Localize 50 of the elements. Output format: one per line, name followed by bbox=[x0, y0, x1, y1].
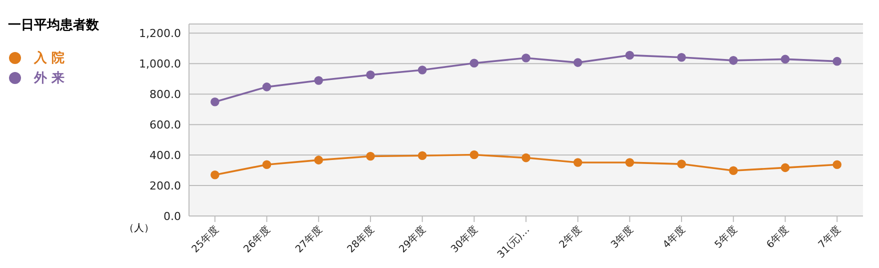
x-tick-label: 25年度 bbox=[189, 224, 222, 256]
point bbox=[780, 54, 790, 64]
point bbox=[832, 160, 842, 170]
y-tick-label: 600.0 bbox=[150, 118, 181, 132]
legend-label: 外 来 bbox=[34, 70, 65, 87]
x-tick-label: 28年度 bbox=[344, 224, 377, 256]
y-tick-label: 400.0 bbox=[150, 148, 181, 162]
x-tick-label: 29年度 bbox=[396, 224, 428, 256]
x-tick-label: 26年度 bbox=[241, 224, 273, 256]
point bbox=[728, 166, 738, 175]
point bbox=[677, 160, 686, 168]
y-axis-title: （人） bbox=[124, 222, 154, 235]
x-tick-label: 6年度 bbox=[764, 224, 792, 251]
point bbox=[418, 66, 427, 74]
x-tick-label: 4年度 bbox=[660, 224, 688, 251]
x-tick-label: 5年度 bbox=[712, 224, 740, 251]
point bbox=[470, 58, 479, 68]
text: 一日平均患者数 bbox=[8, 17, 100, 34]
point bbox=[625, 50, 634, 60]
point bbox=[210, 170, 220, 180]
legend-label: 入 院 bbox=[34, 50, 65, 67]
y-tick-label: 800.0 bbox=[150, 88, 181, 101]
point bbox=[262, 82, 272, 92]
point bbox=[522, 153, 530, 162]
x-tick-label: 27年度 bbox=[293, 224, 325, 256]
y-tick-label: 200.0 bbox=[150, 179, 181, 192]
y-tick-label: 1,200.0 bbox=[139, 27, 181, 40]
point bbox=[677, 52, 686, 62]
x-tick-label: 2年度 bbox=[556, 224, 584, 251]
point bbox=[366, 152, 375, 161]
point bbox=[780, 163, 790, 172]
y-tick-label: 0.0 bbox=[164, 210, 181, 223]
x-tick-label: 7年度 bbox=[816, 224, 844, 251]
point bbox=[625, 158, 634, 167]
point bbox=[573, 158, 582, 167]
x-tick-label: 31(元)… bbox=[496, 224, 532, 261]
point bbox=[314, 156, 324, 164]
x-tick-label: 30年度 bbox=[448, 224, 480, 256]
x-tick-label: 3年度 bbox=[608, 224, 636, 251]
point bbox=[366, 70, 375, 80]
point bbox=[573, 58, 582, 67]
point bbox=[522, 54, 530, 62]
point bbox=[418, 151, 427, 160]
point bbox=[314, 76, 324, 85]
point bbox=[470, 150, 479, 160]
point bbox=[210, 97, 220, 106]
y-tick-label: 1,000.0 bbox=[139, 58, 181, 71]
point bbox=[262, 160, 272, 170]
point bbox=[728, 56, 738, 65]
point bbox=[832, 56, 842, 66]
